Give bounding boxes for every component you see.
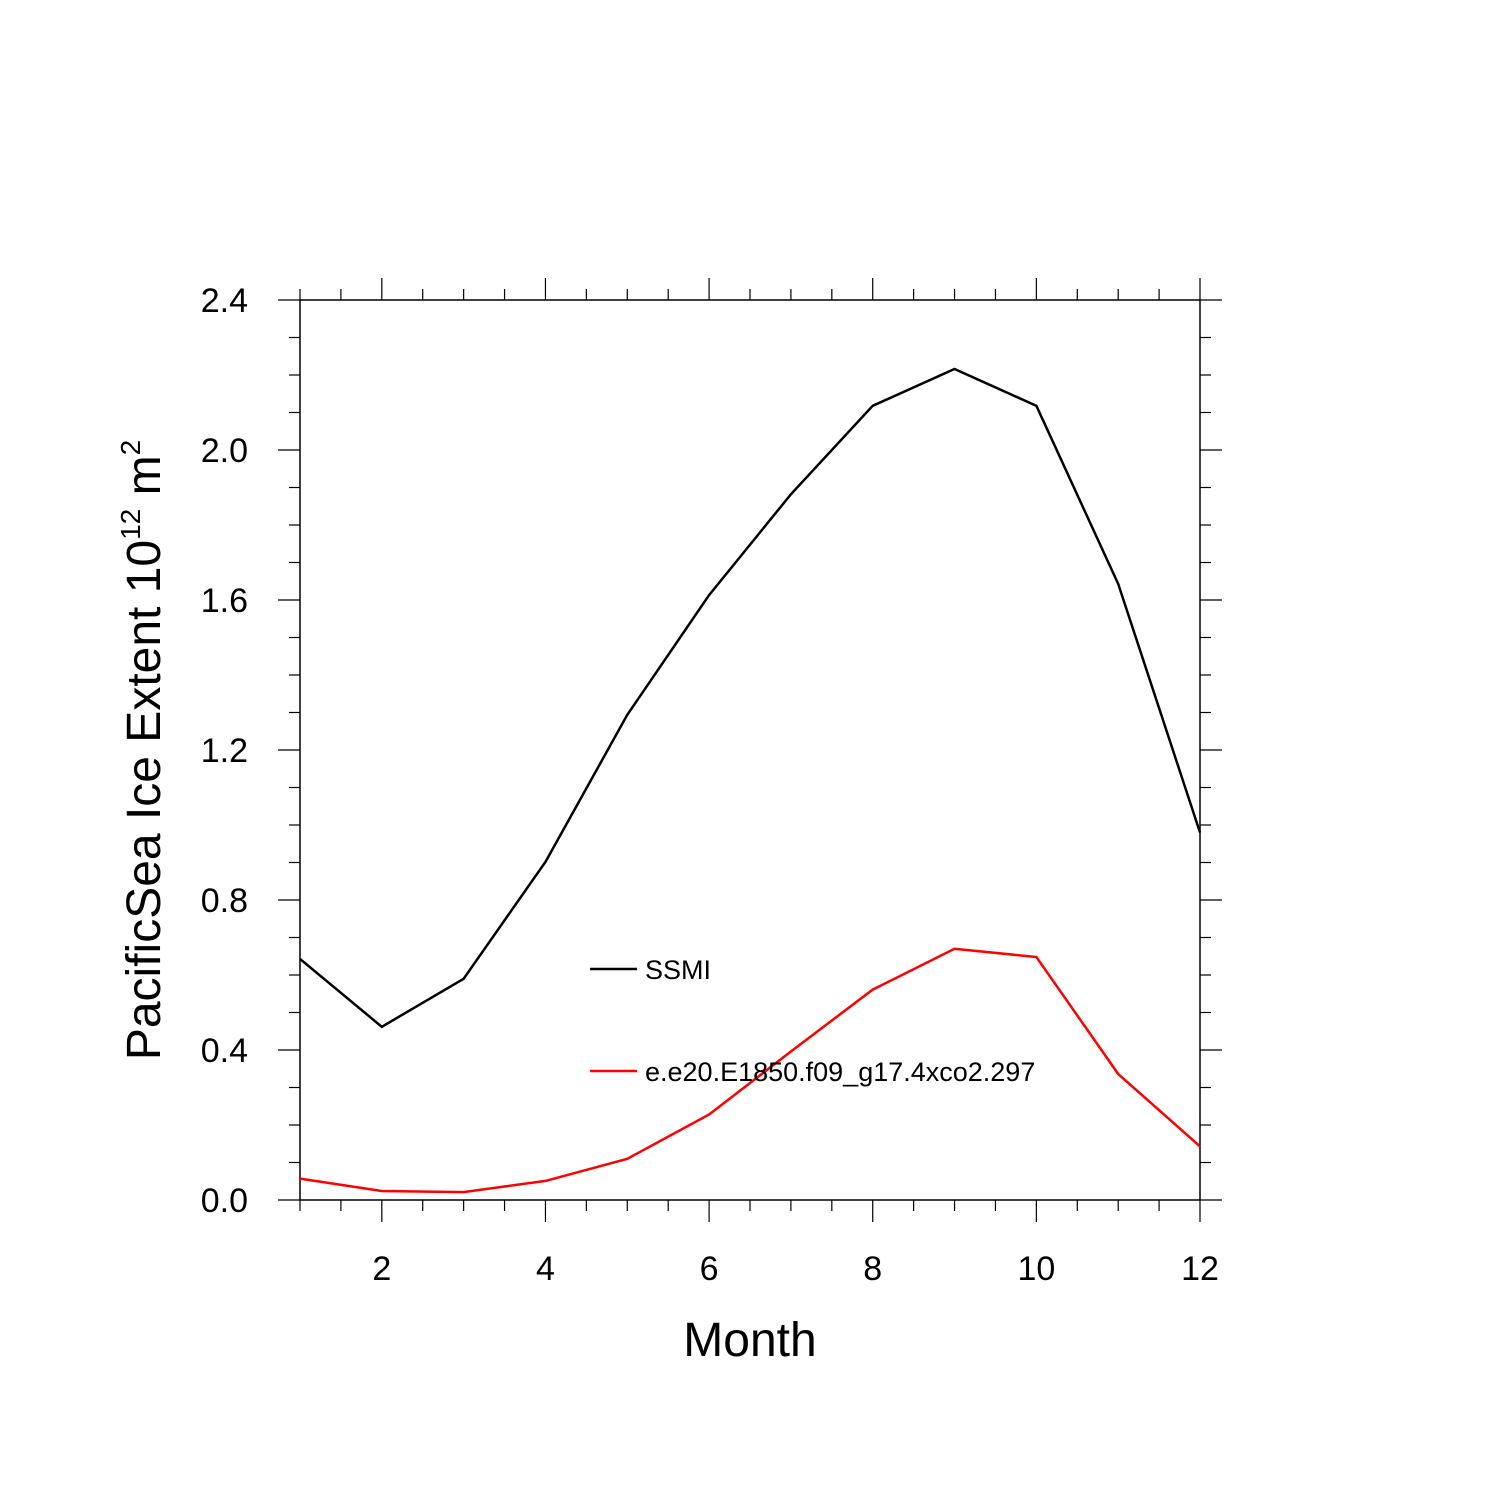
y-tick-label: 2.0 [201,432,248,470]
x-tick-label: 8 [863,1250,882,1288]
y-axis-title: PacificSea Ice Extent 1012 m2 [115,440,171,1060]
y-tick-label: 0.4 [201,1032,248,1070]
x-tick-label: 10 [1017,1250,1055,1288]
legend-label-ssmi: SSMI [645,955,711,985]
legend: SSMI e.e20.E1850.f09_g17.4xco2.297 [590,955,1035,1087]
y-tick-label: 1.6 [201,582,248,620]
tick-labels: 2 4 6 8 10 12 0.0 0.4 0.8 1.2 1.6 2.0 2.4 [201,282,1219,1288]
x-axis-title: Month [683,1314,816,1367]
major-ticks [278,278,1222,1222]
series-layer [299,367,1202,1194]
minor-ticks [289,289,1211,1211]
y-axis-title-text: PacificSea Ice Extent 10 [118,540,171,1060]
series-line-model [299,947,1201,1194]
series-line-ssmi [299,367,1202,1029]
y-tick-label: 0.0 [201,1182,248,1220]
y-axis-title-unit-exponent: 2 [115,440,146,456]
y-axis-title-unit: m [118,455,171,495]
x-tick-label: 6 [700,1250,719,1288]
legend-label-model: e.e20.E1850.f09_g17.4xco2.297 [645,1057,1035,1087]
y-axis-title-exponent: 12 [115,509,146,540]
x-tick-label: 2 [372,1250,391,1288]
y-tick-label: 0.8 [201,882,248,920]
x-tick-label: 12 [1181,1250,1219,1288]
y-tick-label: 1.2 [201,732,248,770]
y-axis-title-space [118,495,171,508]
x-tick-label: 4 [536,1250,555,1288]
y-tick-label: 2.4 [201,282,248,320]
